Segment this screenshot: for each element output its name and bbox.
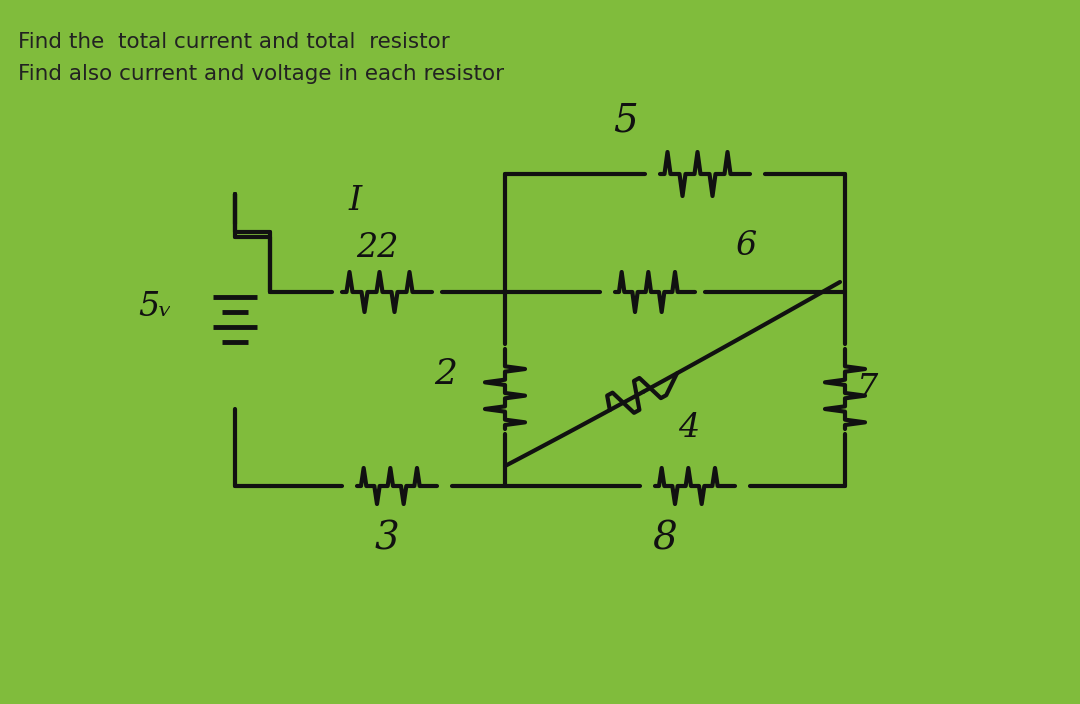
Text: 4: 4: [678, 412, 700, 444]
Text: 7: 7: [858, 373, 878, 405]
Text: Find also current and voltage in each resistor: Find also current and voltage in each re…: [18, 64, 504, 84]
Text: I: I: [349, 185, 362, 217]
Text: 5ᵥ: 5ᵥ: [138, 291, 172, 323]
Text: 5: 5: [612, 102, 637, 139]
Text: 2: 2: [434, 357, 457, 391]
Text: 22: 22: [355, 232, 399, 264]
Text: 8: 8: [652, 521, 677, 558]
Text: 3: 3: [375, 521, 400, 558]
Text: Find the  total current and total  resistor: Find the total current and total resisto…: [18, 32, 449, 52]
Text: 6: 6: [735, 230, 756, 262]
